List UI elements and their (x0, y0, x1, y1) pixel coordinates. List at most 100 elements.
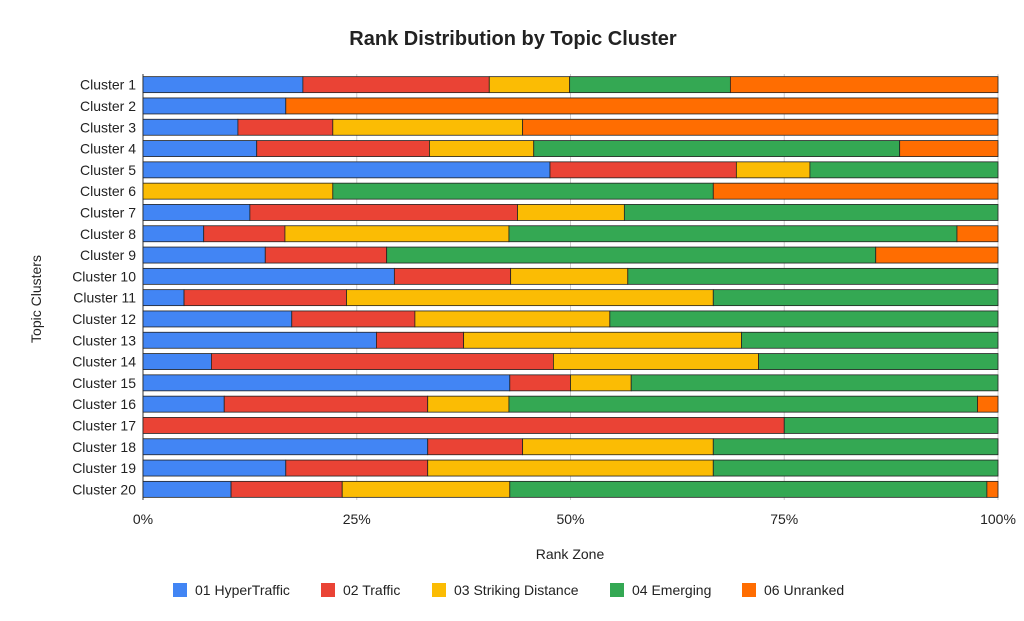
y-tick-label: Cluster 18 (72, 439, 136, 455)
bar-segment (142, 310, 293, 328)
legend-swatch (321, 583, 335, 597)
x-tick-label: 50% (556, 511, 584, 527)
y-tick-label: Cluster 14 (72, 354, 136, 370)
bar-segment (142, 267, 395, 285)
x-tick-label: 25% (343, 511, 371, 527)
bar-segment (899, 140, 999, 157)
bar-segment (264, 246, 388, 264)
bar-segment (237, 118, 334, 136)
bar-segment (302, 76, 490, 94)
y-tick-label: Cluster 20 (72, 481, 136, 497)
y-tick-label: Cluster 8 (80, 226, 136, 242)
y-tick-label: Cluster 16 (72, 396, 136, 412)
gridlines (142, 74, 999, 500)
y-tick-label: Cluster 19 (72, 460, 136, 476)
y-tick-label: Cluster 15 (72, 375, 136, 391)
bar-segment (509, 480, 988, 498)
bar-segment (285, 459, 429, 477)
bar-segment (758, 353, 999, 370)
bar-segment (393, 267, 512, 285)
y-tick-labels: Cluster 1 Cluster 2 Cluster 3 Cluster 4 Clus… (72, 77, 136, 498)
bar-segment (570, 374, 632, 392)
bar-segment (712, 438, 999, 456)
bar-segment (712, 289, 999, 307)
bar-segment (284, 225, 510, 243)
y-tick-label: Cluster 5 (80, 162, 136, 178)
y-tick-label: Cluster 11 (73, 290, 136, 306)
bar-segment (735, 161, 811, 179)
bar-segment (142, 331, 377, 349)
bar-segment (522, 118, 999, 136)
bar-segment (249, 204, 518, 221)
bar-segment (142, 225, 205, 243)
bar-segment (386, 246, 877, 264)
bar-segment (463, 331, 742, 349)
legend-item: 02 Traffic (321, 582, 400, 598)
y-tick-label: Cluster 6 (80, 183, 136, 199)
y-tick-label: Cluster 17 (72, 417, 136, 433)
bar-segment (569, 76, 731, 94)
legend-label: 06 Unranked (764, 582, 844, 598)
bar-segment (427, 438, 524, 456)
legend-label: 01 HyperTraffic (195, 582, 290, 598)
legend-item: 04 Emerging (610, 582, 711, 598)
bar-segment (414, 310, 611, 328)
legend-swatch (432, 583, 446, 597)
y-tick-label: Cluster 1 (80, 77, 136, 93)
x-axis-title: Rank Zone (536, 546, 605, 562)
bar-segment (285, 97, 999, 115)
legend-swatch (742, 583, 756, 597)
y-tick-label: Cluster 9 (80, 247, 136, 263)
bar-segment (623, 204, 999, 221)
legend-item: 03 Striking Distance (432, 582, 579, 598)
y-tick-label: Cluster 12 (72, 311, 136, 327)
bar-segment (332, 182, 714, 200)
x-tick-label: 0% (133, 511, 153, 527)
bar-segment (609, 310, 999, 328)
bar-segment (783, 417, 999, 434)
bar-segment (256, 140, 430, 157)
y-tick-label: Cluster 13 (72, 332, 136, 348)
legend-item: 01 HyperTraffic (173, 582, 290, 598)
bar-segment (142, 353, 212, 370)
bar-segment (142, 97, 287, 115)
bar-segment (346, 289, 714, 307)
y-axis-title: Topic Clusters (28, 255, 44, 343)
legend-item: 06 Unranked (742, 582, 844, 598)
bar-segment (508, 225, 958, 243)
bar-segment (203, 225, 286, 243)
legend-label: 03 Striking Distance (454, 582, 579, 598)
bar-segment (549, 161, 737, 179)
bar-segment (517, 204, 625, 221)
bar-segment (142, 76, 304, 94)
bar-segment (332, 118, 524, 136)
bar-segment (142, 480, 232, 498)
bar-segment (429, 140, 535, 157)
bar-segment (142, 459, 287, 477)
bar-segment (142, 438, 429, 456)
x-tick-label: 100% (980, 511, 1016, 527)
bar-segment (627, 267, 999, 285)
bar-segment (741, 331, 999, 349)
bar-segment (142, 204, 251, 221)
bar-segment (341, 480, 511, 498)
bar-segment (427, 395, 510, 413)
x-tick-label: 75% (770, 511, 798, 527)
y-tick-label: Cluster 2 (80, 98, 136, 114)
bar-segment (142, 417, 785, 434)
bar-segment (522, 438, 714, 456)
bar-segment (142, 246, 266, 264)
legend-label: 04 Emerging (632, 582, 711, 598)
bar-segment (712, 459, 999, 477)
bar-segment (142, 140, 258, 157)
legend: 01 HyperTraffic 02 Traffic 03 Striking Dis… (173, 582, 844, 598)
legend-swatch (610, 583, 624, 597)
y-tick-label: Cluster 3 (80, 119, 136, 135)
bar-segment (376, 331, 465, 349)
bar-segment (142, 182, 334, 200)
bar-segment (142, 374, 511, 392)
bar-segment (977, 395, 999, 413)
bars (142, 76, 999, 498)
bar-segment (712, 182, 999, 200)
